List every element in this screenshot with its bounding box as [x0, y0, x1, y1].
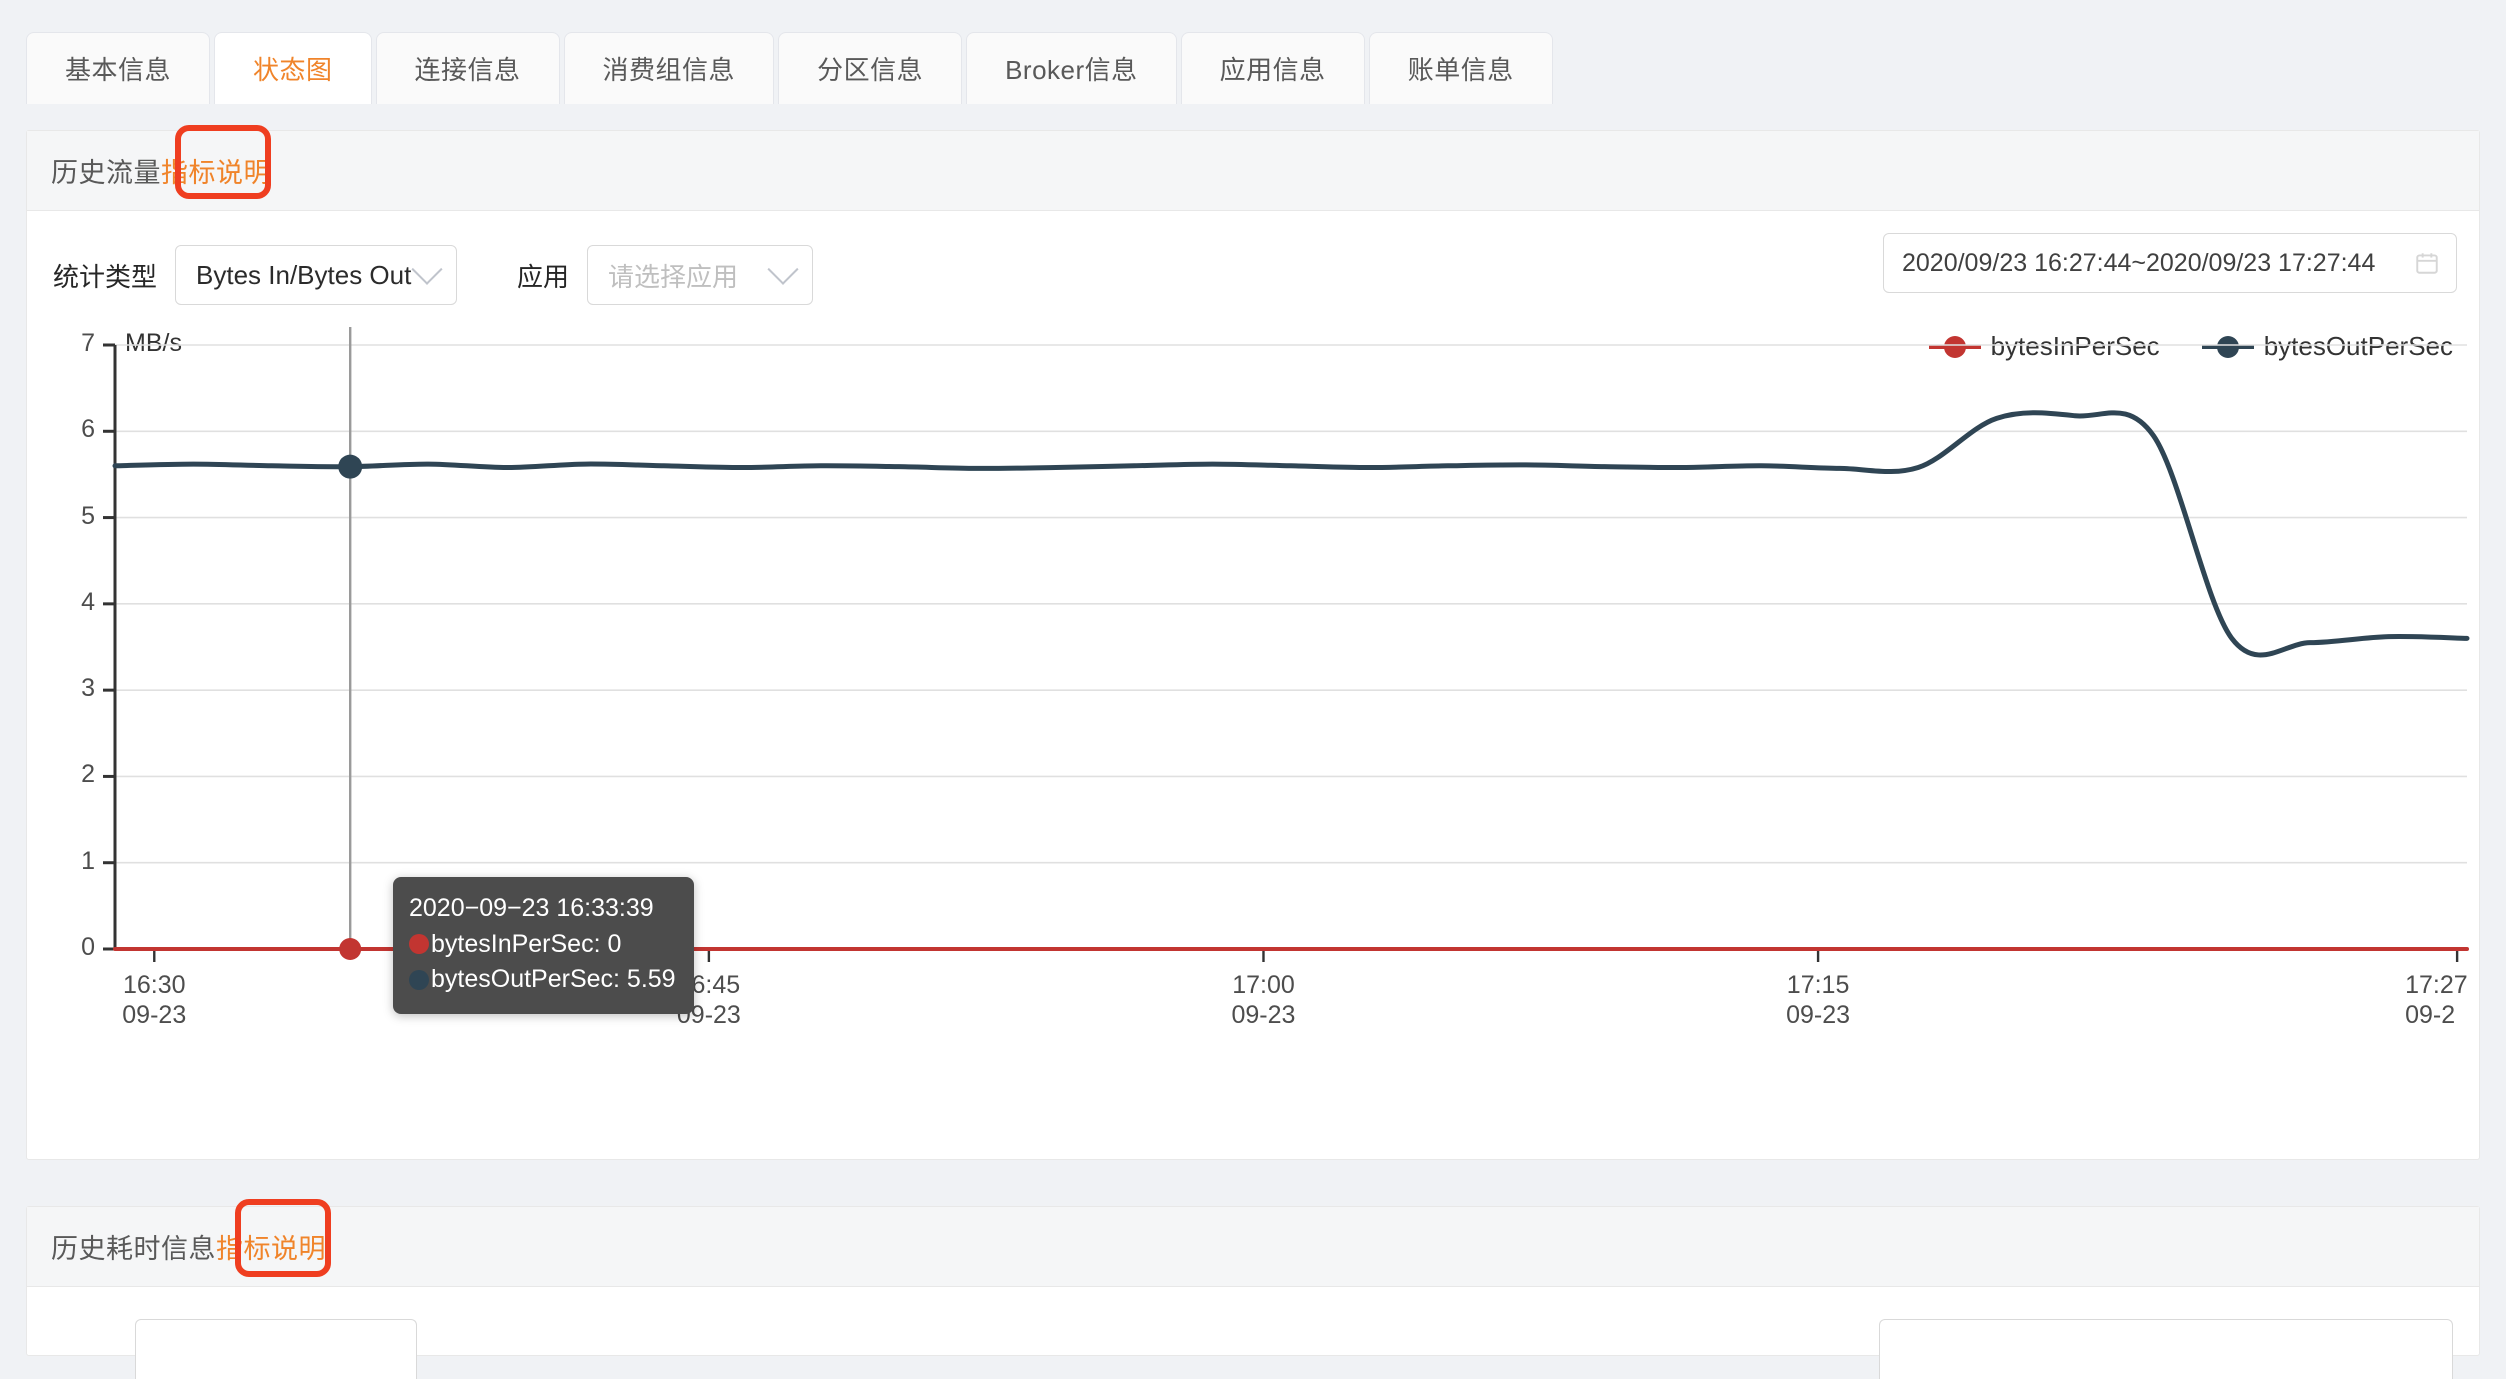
- latency-date-range-picker[interactable]: [1879, 1319, 2453, 1379]
- panel-title: 历史耗时信息: [51, 1234, 216, 1264]
- calendar-icon: [2414, 250, 2440, 276]
- tab-label: 连接信息: [414, 55, 521, 85]
- x-axis-tick: 17:00 09-23: [1203, 971, 1323, 1030]
- tab-label: 应用信息: [1219, 55, 1326, 85]
- traffic-filter-row: 统计类型 Bytes In/Bytes Out 应用 请选择应用 2020/09…: [27, 211, 2479, 317]
- tab-bar: 基本信息 状态图 连接信息 消费组信息 分区信息 Broker信息 应用信息 账…: [0, 0, 2506, 104]
- x-tick-date: 09-23: [1231, 1000, 1296, 1029]
- x-axis-tick: 17:15 09-23: [1758, 971, 1878, 1030]
- y-axis-tick: 7: [81, 329, 95, 357]
- tab-connection-info[interactable]: 连接信息: [375, 32, 560, 104]
- date-range-value: 2020/09/23 16:27:44~2020/09/23 17:27:44: [1902, 248, 2376, 277]
- y-axis-tick: 0: [81, 933, 95, 961]
- chevron-down-icon: [411, 253, 443, 285]
- tab-status-chart[interactable]: 状态图: [214, 32, 372, 104]
- chart-tooltip: 2020−09−23 16:33:39 bytesInPerSec: 0 byt…: [393, 877, 694, 1014]
- x-tick-date: 09-2: [2405, 1000, 2456, 1029]
- metric-description-link[interactable]: 指标说明: [161, 158, 271, 188]
- stat-type-select[interactable]: Bytes In/Bytes Out: [175, 245, 458, 305]
- application-select[interactable]: 请选择应用: [587, 245, 814, 305]
- panel-title: 历史流量: [51, 158, 161, 188]
- legend-item-bytesInPerSec[interactable]: bytesInPerSec: [1928, 331, 2160, 362]
- legend-item-bytesOutPerSec[interactable]: bytesOutPerSec: [2201, 331, 2453, 362]
- chart-legend: bytesInPerSec bytesOutPerSec: [1928, 331, 2453, 362]
- x-tick-time: 17:00: [1232, 971, 1295, 999]
- tab-broker-info[interactable]: Broker信息: [966, 32, 1177, 104]
- latency-type-select[interactable]: [135, 1319, 417, 1379]
- metric-description-link[interactable]: 指标说明: [216, 1234, 326, 1264]
- stat-type-label: 统计类型: [53, 261, 158, 292]
- series-color-dot-in: [409, 934, 429, 955]
- x-tick-time: 17:27: [2405, 971, 2468, 999]
- x-tick-date: 09-23: [122, 1000, 187, 1029]
- x-tick-time: 16:30: [122, 971, 186, 999]
- tab-label: 基本信息: [65, 55, 172, 85]
- x-tick-date: 09-23: [1786, 1000, 1851, 1029]
- history-traffic-header: 历史流量 指标说明: [27, 125, 2479, 211]
- x-axis-tick: 16:30 09-23: [94, 971, 214, 1030]
- tooltip-value-out: bytesOutPerSec: 5.59: [431, 965, 676, 993]
- tab-label: 账单信息: [1407, 55, 1514, 85]
- legend-label: bytesOutPerSec: [2263, 331, 2453, 361]
- history-latency-panel: 历史耗时信息 指标说明: [26, 1199, 2480, 1379]
- y-axis-tick: 6: [81, 415, 95, 444]
- legend-marker-out: [2201, 335, 2254, 358]
- history-latency-header: 历史耗时信息 指标说明: [27, 1199, 2479, 1287]
- tab-label: Broker信息: [1005, 55, 1138, 85]
- tab-partition-info[interactable]: 分区信息: [778, 32, 963, 104]
- chevron-down-icon: [767, 253, 799, 285]
- x-tick-time: 17:15: [1786, 971, 1850, 999]
- tooltip-row-out: bytesOutPerSec: 5.59: [409, 962, 676, 998]
- y-axis-tick: 2: [81, 760, 95, 789]
- traffic-chart[interactable]: MB/s bytesInPerSec bytesOutPerSec 0 1 2 3 4 5…: [27, 317, 2479, 1107]
- plot-area: [27, 317, 2479, 1107]
- legend-marker-in: [1928, 335, 1981, 358]
- tab-label: 消费组信息: [602, 55, 736, 85]
- tab-basic-info[interactable]: 基本信息: [26, 32, 211, 104]
- legend-label: bytesInPerSec: [1990, 331, 2160, 361]
- tab-label: 分区信息: [817, 55, 924, 85]
- tab-billing-info[interactable]: 账单信息: [1368, 32, 1553, 104]
- tab-application-info[interactable]: 应用信息: [1180, 32, 1365, 104]
- y-axis-tick: 3: [81, 674, 95, 703]
- stat-type-value: Bytes In/Bytes Out: [196, 259, 412, 290]
- history-traffic-panel: 历史流量 指标说明 统计类型 Bytes In/Bytes Out 应用 请选择…: [26, 125, 2480, 1160]
- tab-consumer-group-info[interactable]: 消费组信息: [563, 32, 775, 104]
- y-axis-unit: MB/s: [125, 329, 182, 357]
- application-placeholder: 请选择应用: [608, 261, 739, 292]
- tab-label: 状态图: [253, 55, 333, 85]
- series-color-dot-out: [409, 969, 429, 990]
- x-axis-tick: 17:27 09-2: [2405, 971, 2506, 1030]
- tooltip-time: 2020−09−23 16:33:39: [409, 894, 654, 922]
- y-axis-tick: 4: [81, 587, 95, 616]
- date-range-picker[interactable]: 2020/09/23 16:27:44~2020/09/23 17:27:44: [1883, 233, 2457, 293]
- y-axis-tick: 1: [81, 846, 95, 875]
- application-label: 应用: [517, 261, 570, 292]
- tooltip-value-in: bytesInPerSec: 0: [431, 929, 622, 958]
- y-axis-tick: 5: [81, 501, 95, 530]
- chart-svg: [103, 327, 2470, 962]
- tooltip-row-in: bytesInPerSec: 0: [409, 927, 676, 963]
